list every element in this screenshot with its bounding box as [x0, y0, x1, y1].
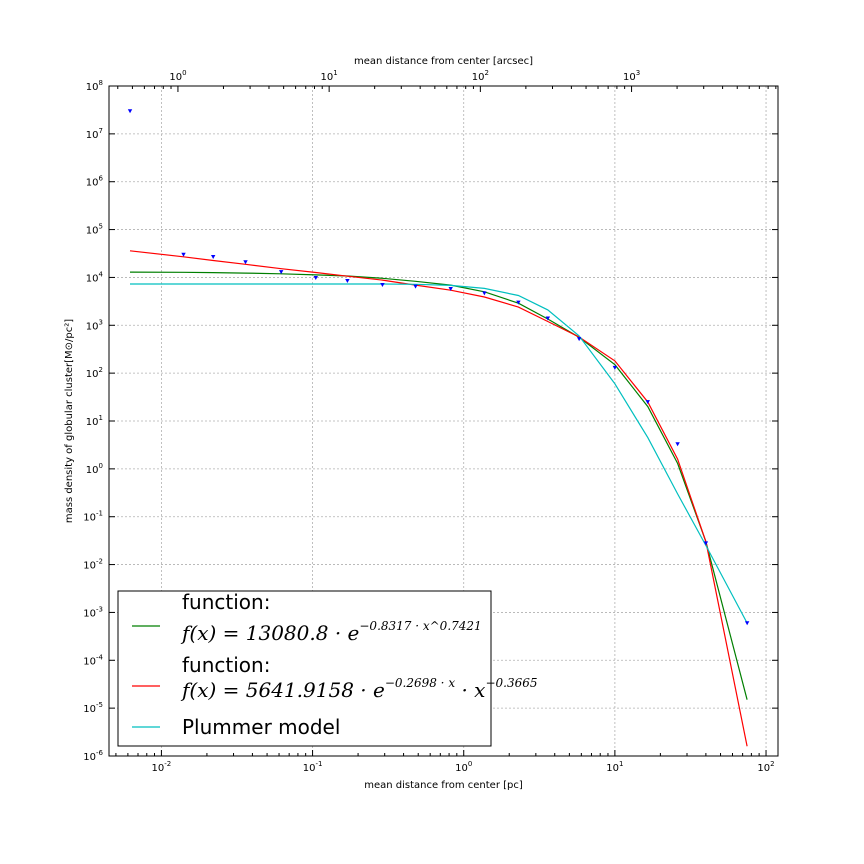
series-line-plummer [130, 283, 748, 624]
y-tick-label: 10-5 [83, 701, 103, 715]
grid-layer [109, 86, 778, 756]
legend-red-formula-tail-exponent: −0.3665 [485, 676, 537, 690]
x2-tick-label: 102 [472, 69, 489, 83]
data-point [612, 365, 618, 370]
data-point [448, 286, 453, 291]
y-tick-label: 103 [86, 318, 103, 332]
y-tick-label: 108 [86, 79, 103, 93]
legend-box [117, 590, 492, 747]
y-tick-label: 10-4 [83, 653, 103, 667]
data-point [210, 254, 216, 259]
data-point [675, 442, 680, 447]
x-ticks-layer: 10-2 10-1 100 101 102 [115, 750, 775, 774]
x2-tick-label: 101 [321, 69, 338, 83]
data-point [278, 270, 284, 275]
data-point [181, 252, 186, 257]
y-tick-label: 104 [86, 270, 104, 284]
data-point [645, 400, 650, 405]
legend-red-formula-base: f(x) = 5641.9158 · e [180, 678, 385, 702]
data-point [313, 276, 318, 281]
x-tick-label: 10-2 [152, 760, 172, 774]
legend-label-plummer: Plummer model [182, 715, 340, 739]
y-tick-label: 10-2 [83, 558, 103, 572]
data-point [380, 283, 385, 288]
legend-label-green-formula: f(x) = 13080.8 · e−0.8317 · x^0.7421 [180, 619, 482, 645]
y-tick-label: 106 [86, 175, 104, 189]
legend-green-formula-base: f(x) = 13080.8 · e [180, 621, 359, 645]
data-points-layer [127, 109, 750, 626]
data-point [703, 541, 709, 546]
data-point [576, 337, 582, 342]
x2-tick-label: 100 [169, 69, 186, 83]
y-tick-label: 107 [86, 127, 103, 141]
x-tick-label: 101 [606, 760, 623, 774]
x2-tick-label: 103 [623, 69, 640, 83]
y-axis-label: mass density of globular cluster[M⊙/pc²] [64, 319, 75, 523]
legend-red-formula-tail: · x [455, 678, 485, 702]
y-ticks-layer: 10-6 10-5 10-4 10-3 10-2 10-1 100 101 102 103 104 1… [83, 79, 778, 763]
data-point [482, 291, 487, 296]
x-tick-label: 100 [455, 760, 472, 774]
x2-ticks-layer: 100 101 102 103 [117, 69, 777, 92]
y-tick-label: 105 [86, 223, 103, 237]
y-tick-label: 10-1 [83, 510, 103, 524]
data-point [744, 621, 750, 626]
data-point [545, 316, 551, 321]
legend: function: f(x) = 13080.8 · e−0.8317 · x^… [117, 590, 538, 747]
y-tick-label: 10-6 [83, 749, 103, 763]
x-axis-label: mean distance from center [pc] [364, 780, 523, 791]
legend-label-green-title: function: [182, 590, 270, 614]
y-tick-label: 10-3 [83, 605, 103, 619]
data-point [413, 284, 418, 289]
x-tick-label: 10-1 [303, 760, 323, 774]
x2-axis-label: mean distance from center [arcsec] [354, 56, 533, 67]
legend-label-red-formula: f(x) = 5641.9158 · e−0.2698 · x · x−0.36… [180, 676, 538, 702]
data-point [345, 279, 350, 284]
y-tick-label: 101 [86, 414, 103, 428]
data-point [243, 260, 248, 265]
data-point [127, 109, 133, 114]
data-point [516, 300, 521, 305]
legend-green-formula-exponent: −0.8317 · x^0.7421 [359, 619, 481, 633]
y-tick-label: 102 [86, 366, 103, 380]
y-tick-label: 100 [86, 462, 103, 476]
legend-red-formula-exponent: −0.2698 · x [385, 676, 455, 690]
x-tick-label: 102 [757, 760, 774, 774]
legend-label-red-title: function: [182, 653, 270, 677]
